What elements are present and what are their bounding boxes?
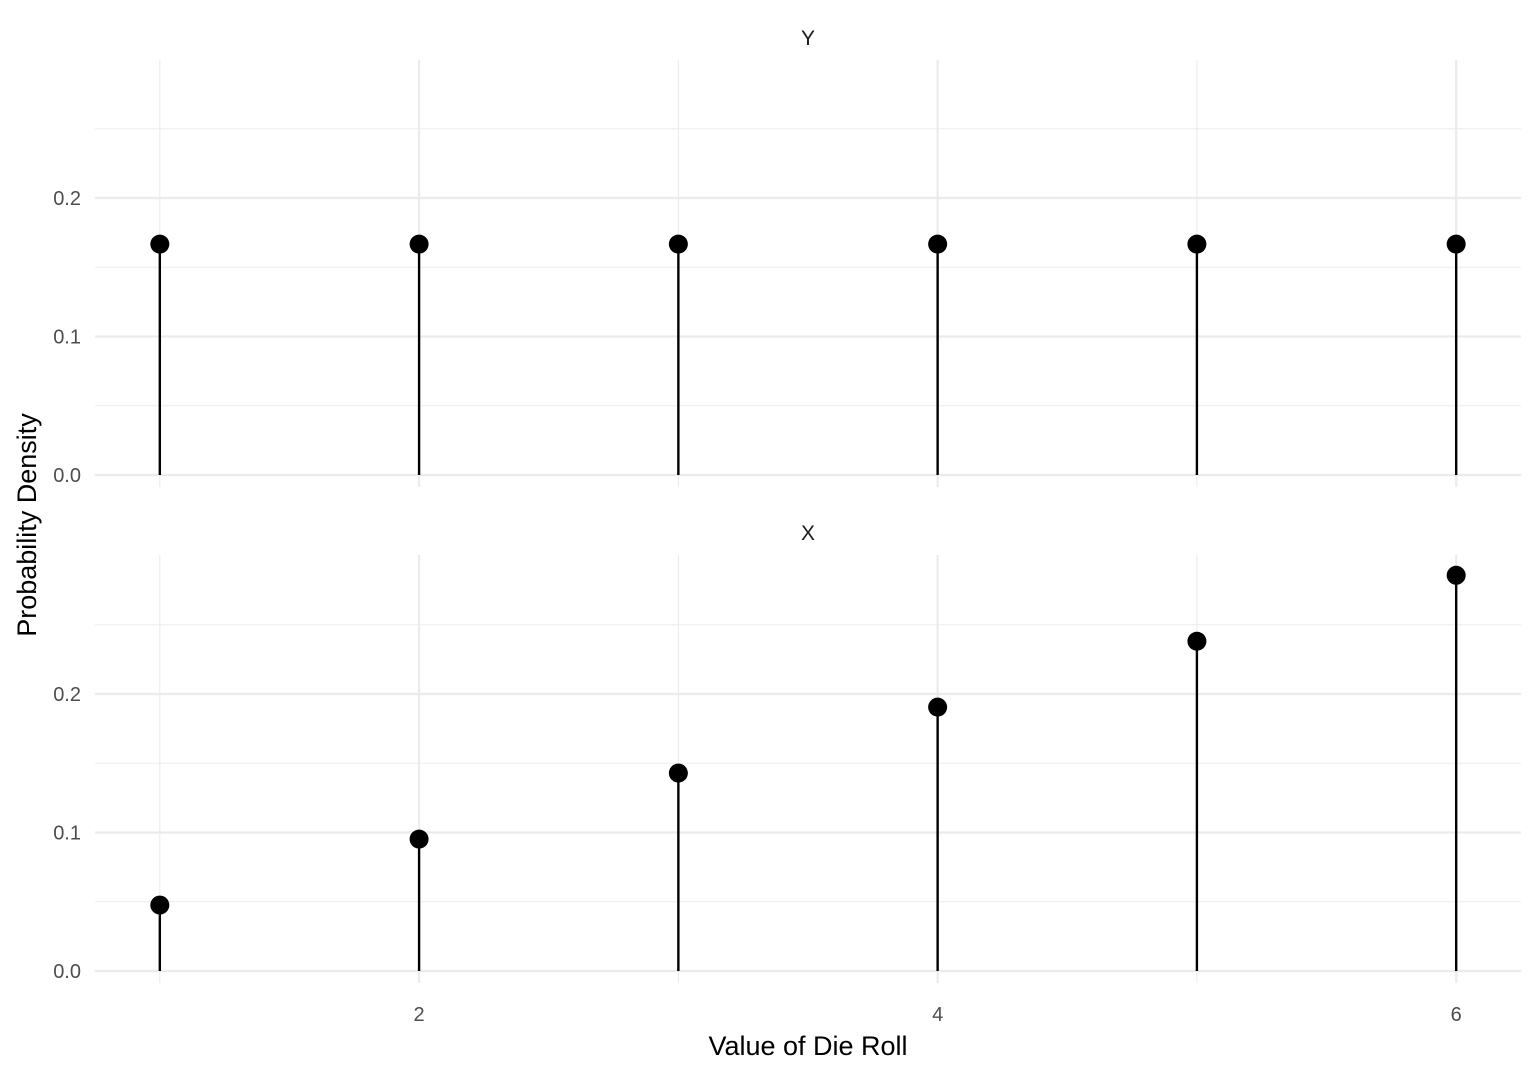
y-tick-label: 0.0 (53, 961, 81, 983)
facet-strip-label: X (801, 522, 815, 545)
data-point (668, 763, 688, 783)
x-tick-label: 6 (1451, 1004, 1462, 1026)
y-tick-label: 0.1 (53, 327, 81, 349)
facet-panels: Y 0.0 0.1 0.2 X 0.0 0.1 0.2 2 4 6 (53, 27, 1521, 1026)
y-tick-label: 0.2 (53, 684, 81, 706)
x-axis-title: Value of Die Roll (708, 1031, 907, 1061)
facet-panel: Y 0.0 0.1 0.2 (53, 27, 1521, 487)
data-point (928, 697, 948, 717)
x-tick-label: 4 (932, 1004, 943, 1026)
x-tick-label: 2 (414, 1004, 425, 1026)
y-tick-label: 0.2 (53, 188, 81, 210)
data-point (150, 895, 170, 915)
facet-strip-label: Y (801, 27, 815, 50)
data-point (1446, 234, 1466, 254)
data-point (1187, 234, 1207, 254)
y-tick-label: 0.0 (53, 465, 81, 487)
data-point (1187, 631, 1207, 651)
data-point (409, 234, 429, 254)
data-point (668, 234, 688, 254)
y-tick-label: 0.1 (53, 823, 81, 845)
data-point (409, 829, 429, 849)
data-point (1446, 565, 1466, 585)
data-point (150, 234, 170, 254)
facet-panel: X 0.0 0.1 0.2 2 4 6 (53, 522, 1521, 1026)
y-axis-title: Probability Density (12, 413, 42, 637)
data-point (928, 234, 948, 254)
